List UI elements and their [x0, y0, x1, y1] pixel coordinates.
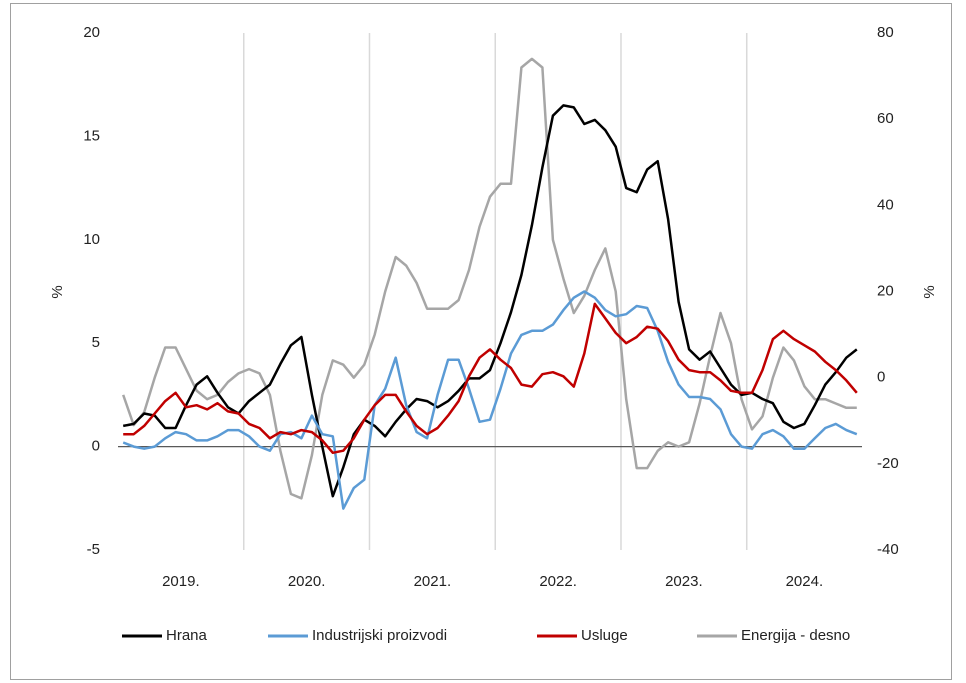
- legend-label: Usluge: [581, 627, 628, 644]
- y2-tick-label: 60: [877, 110, 894, 127]
- y-tick-label: 20: [83, 24, 100, 41]
- y2-tick-label: 0: [877, 369, 885, 386]
- y-tick-label: 15: [83, 127, 100, 144]
- y2-tick-label: 40: [877, 196, 894, 213]
- x-tick-label: 2019.: [162, 573, 200, 590]
- x-tick-label: 2024.: [786, 573, 824, 590]
- y-tick-label: 10: [83, 231, 100, 248]
- y-tick-label: 5: [92, 334, 100, 351]
- data-line: [122, 57, 857, 500]
- y2-tick-label: -20: [877, 455, 899, 472]
- legend-label: Industrijski proizvodi: [312, 627, 447, 644]
- y2-tick-label: 20: [877, 282, 894, 299]
- data-line: [122, 104, 858, 498]
- y2-tick-label: 80: [877, 24, 894, 41]
- data-line: [122, 290, 858, 510]
- x-tick-label: 2022.: [539, 573, 577, 590]
- x-tick-label: 2023.: [665, 573, 703, 590]
- y2-axis-label: %: [921, 285, 938, 298]
- legend-label: Hrana: [166, 627, 208, 644]
- y-axis-label: %: [49, 285, 66, 298]
- x-tick-label: 2021.: [414, 573, 452, 590]
- y2-tick-label: -40: [877, 541, 899, 558]
- y-tick-label: 0: [92, 438, 100, 455]
- legend-label: Energija - desno: [741, 627, 850, 644]
- y-tick-label: -5: [87, 541, 100, 558]
- chart-frame: [10, 3, 952, 680]
- x-tick-label: 2020.: [288, 573, 326, 590]
- data-line: [123, 302, 858, 455]
